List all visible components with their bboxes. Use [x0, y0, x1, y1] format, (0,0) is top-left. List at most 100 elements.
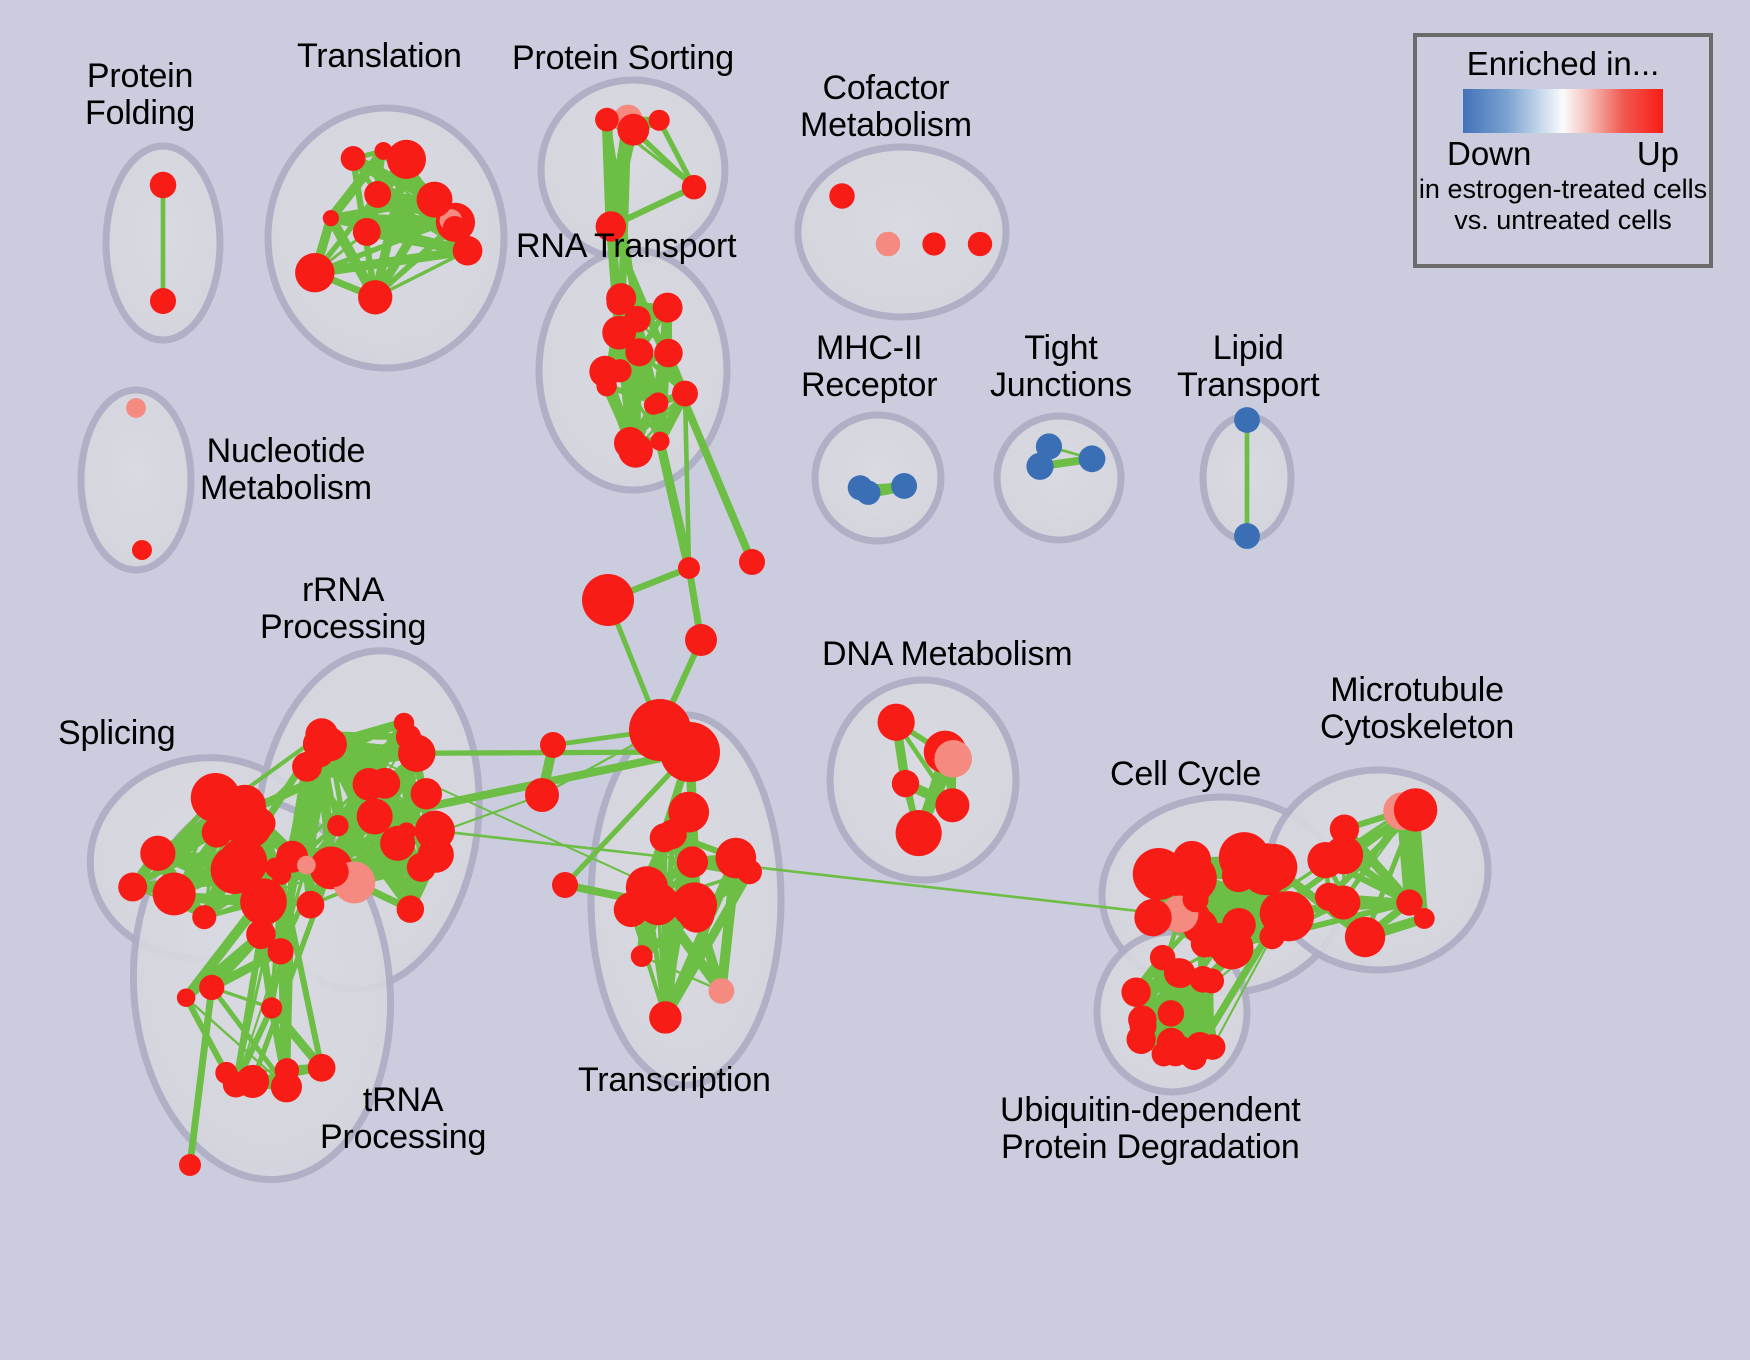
network-node: [358, 280, 393, 315]
network-node: [442, 215, 467, 241]
network-node: [1314, 882, 1344, 911]
network-node: [875, 231, 901, 257]
network-node: [140, 835, 176, 871]
network-node: [307, 1053, 336, 1082]
network-edge: [656, 117, 697, 190]
network-node: [1121, 977, 1151, 1007]
network-node: [877, 703, 915, 741]
legend-caption-line-1: in estrogen-treated cells: [1418, 174, 1708, 204]
network-node: [891, 769, 920, 798]
network-node: [1190, 929, 1220, 958]
cluster-hull-nucleotide-metabolism: [77, 386, 195, 574]
network-edge: [183, 994, 230, 1076]
network-node: [829, 183, 855, 209]
network-node: [356, 798, 393, 835]
network-node: [340, 146, 366, 171]
cluster-label-trna-processing: tRNA Processing: [320, 1081, 487, 1156]
network-node: [654, 338, 683, 368]
network-node: [922, 232, 946, 256]
network-node: [652, 292, 683, 323]
network-node: [395, 724, 422, 750]
network-node: [1182, 886, 1209, 913]
network-node: [595, 107, 619, 132]
network-node: [192, 905, 217, 930]
network-node: [649, 1001, 682, 1034]
network-node: [739, 549, 765, 575]
cluster-hull-tight-junctions: [993, 412, 1125, 544]
network-node: [1234, 407, 1260, 433]
network-node: [126, 398, 146, 418]
network-node: [595, 211, 627, 242]
legend-color-bar: [1463, 89, 1663, 133]
network-node: [671, 882, 718, 928]
network-node: [708, 978, 735, 1004]
network-node: [1221, 907, 1256, 942]
network-node: [613, 892, 649, 928]
network-node: [525, 778, 559, 812]
network-node: [118, 872, 148, 902]
network-node: [417, 836, 454, 873]
cluster-label-dna-metabolism: DNA Metabolism: [822, 635, 1073, 673]
cluster-label-mhc-ii-receptor: MHC-II Receptor: [801, 329, 938, 404]
network-node: [648, 109, 670, 131]
network-node: [934, 740, 972, 778]
network-node: [1396, 889, 1423, 916]
network-node: [416, 181, 453, 218]
network-node: [369, 767, 401, 799]
legend-caption-line-2: vs. untreated cells: [1454, 205, 1672, 236]
network-node: [647, 392, 669, 414]
network-node: [1174, 1037, 1202, 1066]
network-edge: [655, 436, 694, 573]
network-edge: [310, 245, 473, 278]
network-edge: [269, 750, 322, 1011]
network-node: [199, 974, 225, 1001]
legend-high-label: Up: [1636, 135, 1679, 172]
network-node: [856, 480, 881, 505]
network-node: [1393, 788, 1438, 832]
network-node: [1132, 848, 1185, 901]
network-node: [246, 919, 276, 950]
network-edge: [1211, 935, 1274, 1049]
network-node: [364, 180, 392, 208]
cluster-label-protein-sorting: Protein Sorting: [512, 39, 734, 77]
network-nodes: [118, 104, 1438, 1176]
network-edge: [373, 248, 470, 300]
network-node: [672, 380, 698, 407]
network-node: [322, 209, 340, 227]
network-edge: [181, 929, 266, 1003]
network-node: [895, 809, 942, 857]
network-node: [1078, 445, 1106, 473]
network-node: [179, 1154, 201, 1176]
network-edge: [433, 829, 1194, 919]
network-node: [1262, 849, 1297, 885]
cluster-label-rrna-processing: rRNA Processing: [260, 571, 427, 646]
cluster-label-ubiquitin-protein-degradation: Ubiquitin-dependent Protein Degradation: [1000, 1091, 1301, 1166]
network-node: [602, 315, 637, 350]
network-node: [374, 142, 393, 160]
network-node: [540, 732, 566, 758]
cluster-hull-dna-metabolism: [826, 676, 1020, 884]
network-edge: [326, 213, 472, 255]
cluster-label-cell-cycle: Cell Cycle: [1110, 755, 1262, 793]
network-node: [260, 997, 283, 1019]
network-node: [270, 1071, 302, 1103]
network-node: [1307, 842, 1344, 879]
network-node: [678, 557, 700, 579]
network-node: [410, 778, 443, 810]
cluster-label-nucleotide-metabolism: Nucleotide Metabolism: [200, 432, 372, 507]
network-edge: [370, 195, 439, 302]
network-node: [215, 1061, 238, 1084]
network-node: [240, 878, 287, 926]
legend-panel: Enriched in... Down Up in estrogen-treat…: [1413, 33, 1713, 268]
network-edge: [562, 749, 693, 888]
network-node: [715, 837, 757, 879]
legend-low-label: Down: [1447, 135, 1532, 172]
cluster-label-cofactor-metabolism: Cofactor Metabolism: [800, 69, 972, 144]
network-node: [630, 945, 653, 968]
network-node: [1026, 452, 1054, 480]
cluster-label-transcription: Transcription: [578, 1061, 771, 1099]
cluster-hull-cofactor-metabolism: [794, 143, 1010, 321]
network-node: [617, 113, 650, 146]
